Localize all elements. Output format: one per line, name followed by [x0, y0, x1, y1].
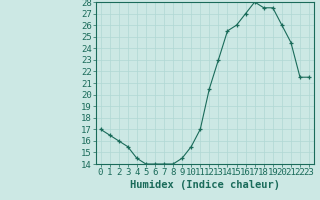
X-axis label: Humidex (Indice chaleur): Humidex (Indice chaleur) — [130, 180, 280, 190]
